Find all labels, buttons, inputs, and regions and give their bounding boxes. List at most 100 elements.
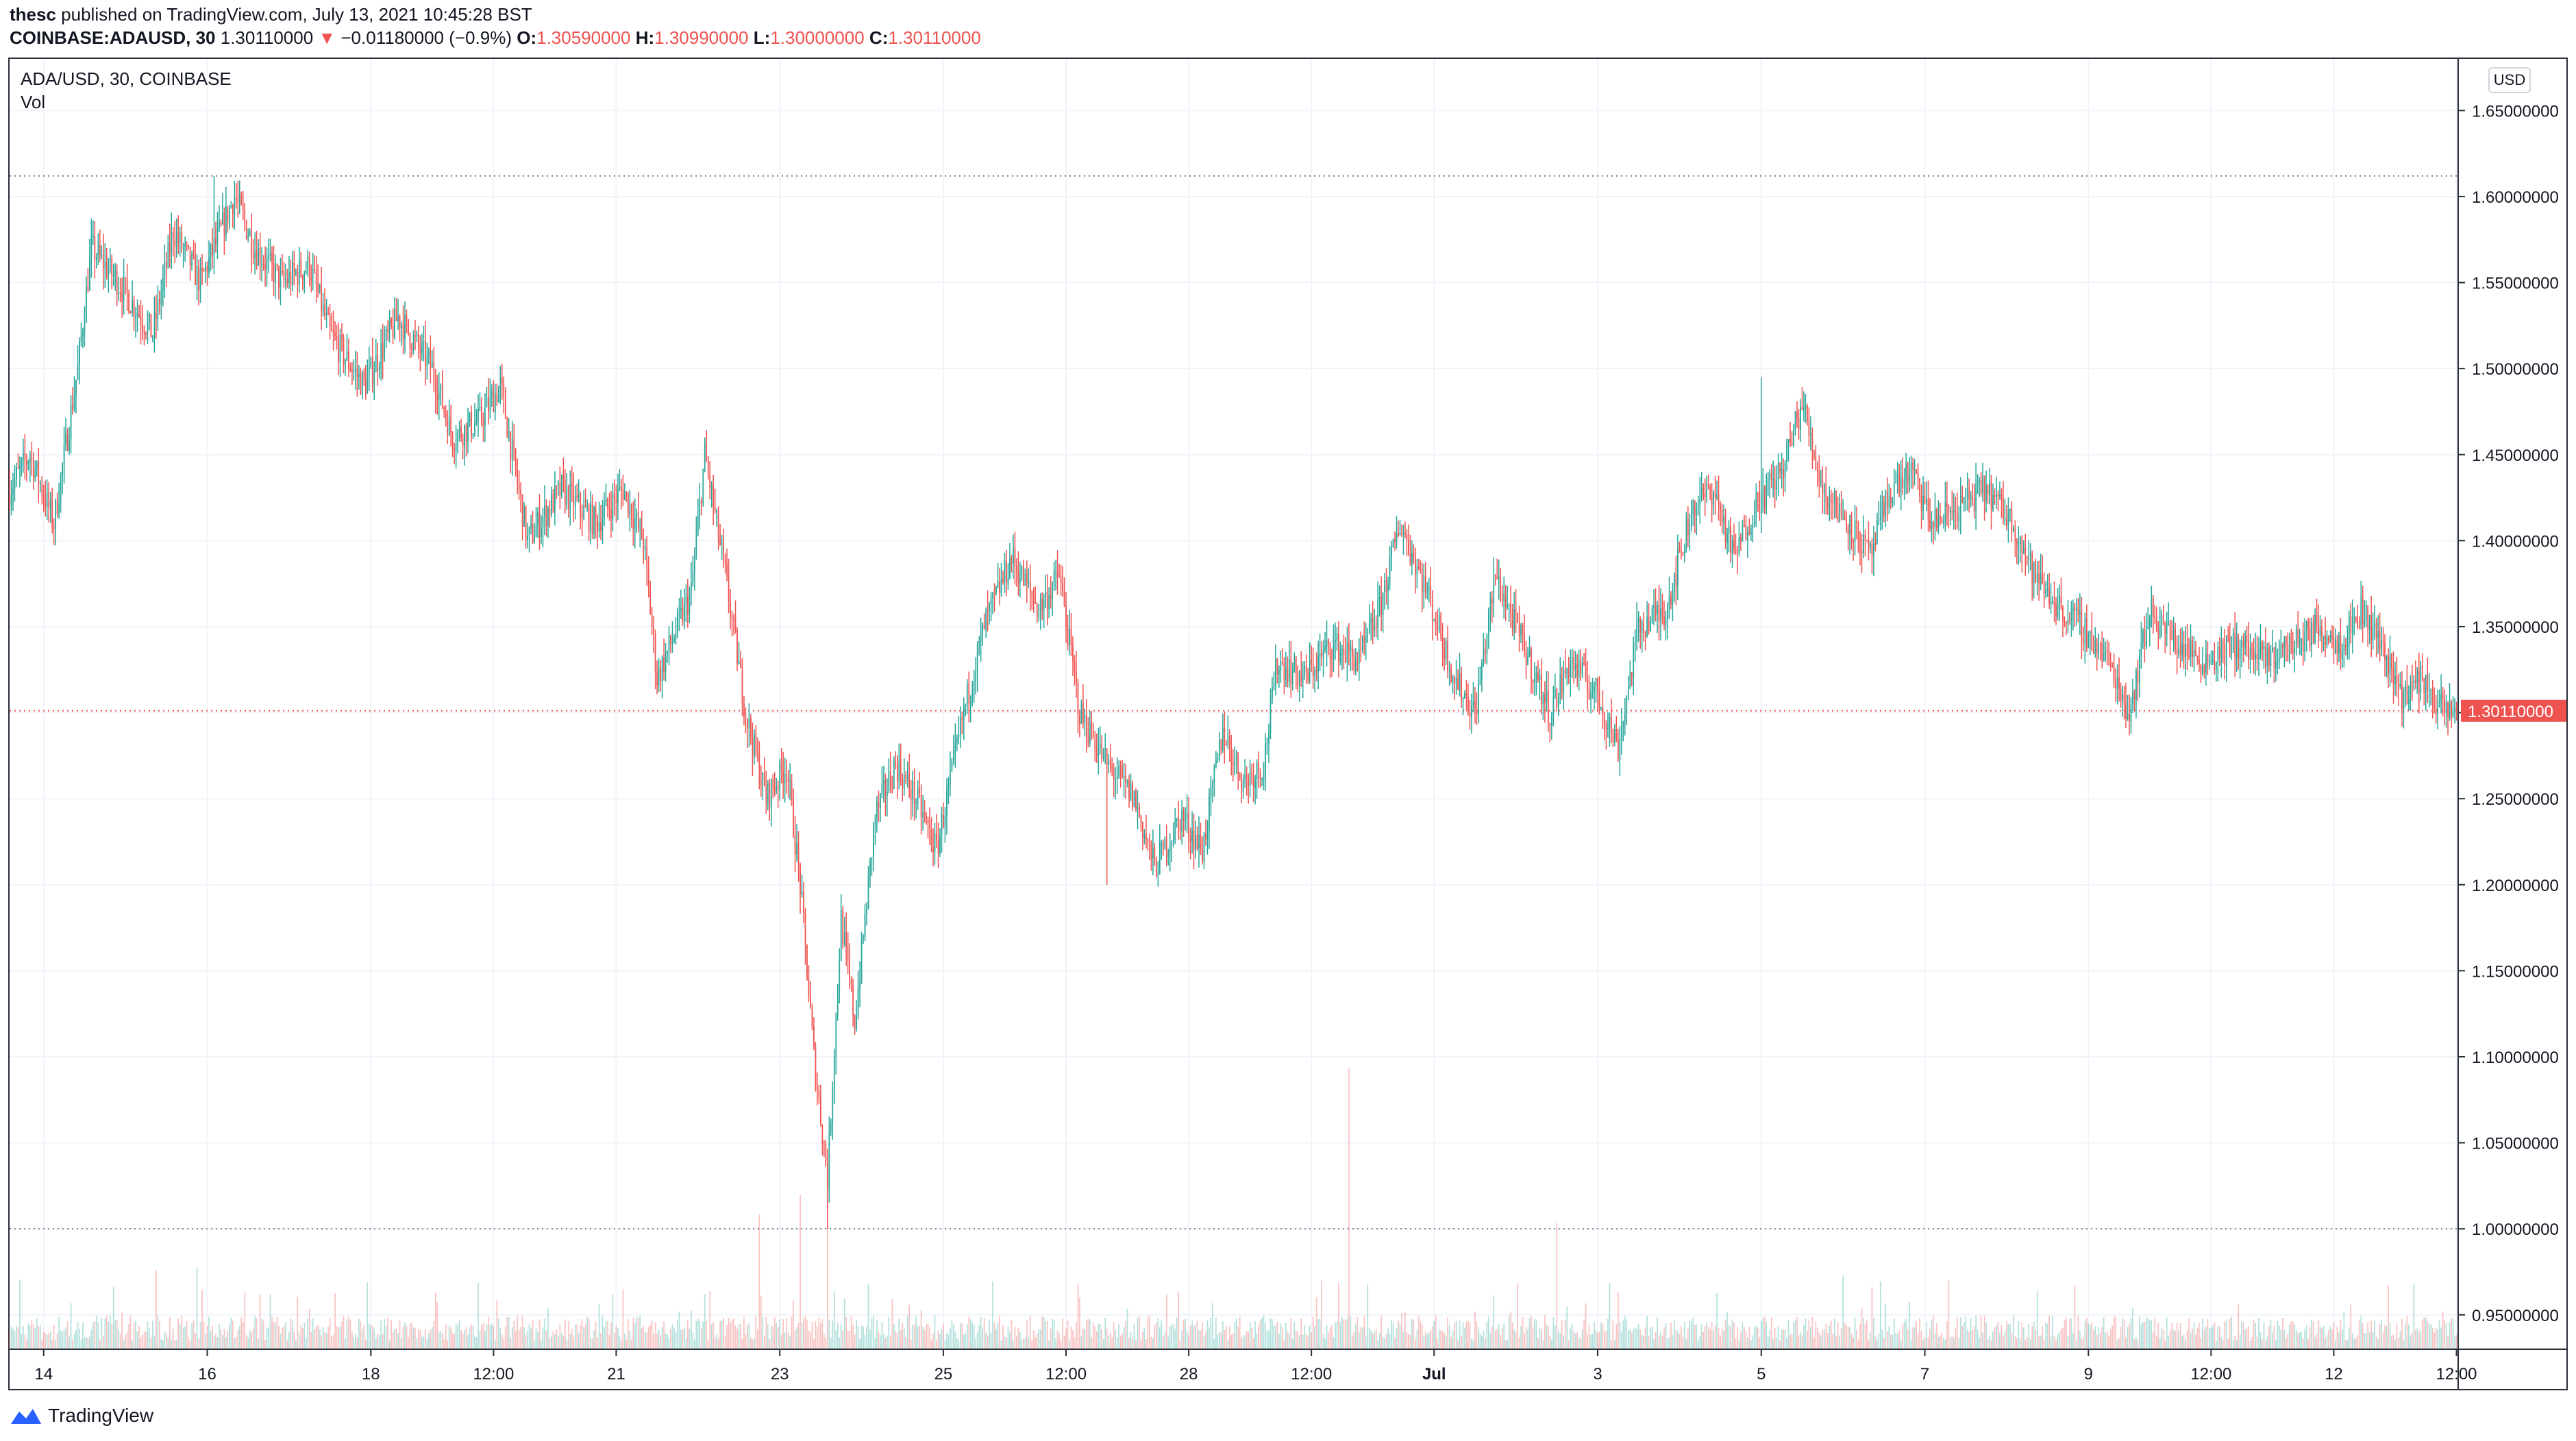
volume-bar xyxy=(1365,1336,1367,1349)
volume-bar xyxy=(811,1321,813,1349)
candle-body xyxy=(1508,603,1510,605)
volume-bar xyxy=(349,1319,351,1349)
candle-body xyxy=(2377,631,2379,638)
legend-title[interactable]: ADA/USD, 30, COINBASE xyxy=(21,68,232,89)
candle-body xyxy=(1181,810,1183,832)
volume-bar xyxy=(1162,1336,1164,1349)
candle-body xyxy=(380,342,382,368)
candle-body xyxy=(1273,686,1275,689)
volume-bar xyxy=(656,1333,658,1349)
volume-bar xyxy=(1348,1068,1350,1349)
volume-bar xyxy=(2028,1324,2030,1349)
volume-bar xyxy=(752,1339,754,1349)
candles[interactable] xyxy=(9,175,2459,1229)
volume-bar xyxy=(319,1329,321,1349)
volume-bar xyxy=(156,1270,157,1349)
volume-bar xyxy=(286,1340,288,1349)
candle-body xyxy=(99,245,101,255)
candle-body xyxy=(2312,621,2314,643)
volume-bar xyxy=(2123,1319,2125,1349)
tradingview-logo[interactable]: TradingView xyxy=(10,1403,153,1428)
volume-bar xyxy=(69,1336,70,1349)
candle-body xyxy=(2205,653,2207,673)
candle-body xyxy=(782,770,784,784)
volume-bar xyxy=(2311,1319,2312,1349)
volume-bar xyxy=(2427,1321,2429,1349)
volume-bar xyxy=(27,1323,29,1349)
volume-bar xyxy=(2088,1323,2090,1349)
candle-body xyxy=(355,368,356,371)
volume-bar xyxy=(1973,1326,1975,1349)
volume-bar xyxy=(104,1318,106,1349)
candle-body xyxy=(1672,589,1674,605)
volume-bar xyxy=(690,1310,692,1349)
candle-body xyxy=(2066,623,2067,624)
volume-bar xyxy=(860,1325,863,1349)
candle-body xyxy=(723,542,724,556)
candle-body xyxy=(1859,549,1861,551)
volume-bar xyxy=(2318,1320,2319,1349)
candle-body xyxy=(806,944,808,979)
volume-bar xyxy=(1239,1317,1241,1349)
candle-body xyxy=(1789,439,1791,442)
candle-body xyxy=(2084,618,2086,644)
volume-bar xyxy=(2135,1337,2137,1349)
volume-bar xyxy=(1368,1327,1370,1349)
time-axis[interactable]: 14 16 18 12:00 21 23 25 12:00 28 12:00 Jul 3 5 7 9 12:0… xyxy=(10,1349,2568,1383)
volume-bar xyxy=(1561,1320,1563,1349)
candle-body xyxy=(268,255,269,258)
candle-body xyxy=(710,485,713,489)
volume-bar xyxy=(2099,1332,2101,1349)
volume-bar xyxy=(1525,1327,1527,1349)
candle-body xyxy=(1992,494,1994,510)
candle-body xyxy=(1145,834,1147,840)
candle-body xyxy=(1259,772,1261,779)
volume-bar xyxy=(314,1328,316,1349)
price-axis[interactable]: 1.650000001.600000001.550000001.50000000… xyxy=(2457,59,2566,1389)
candle-body xyxy=(2181,644,2183,656)
volume-bar xyxy=(576,1325,578,1349)
currency-badge[interactable]: USD xyxy=(2488,67,2531,93)
volume-bar xyxy=(128,1324,129,1349)
legend-volume[interactable]: Vol xyxy=(21,92,46,112)
candle-body xyxy=(172,231,174,240)
candle-body xyxy=(457,432,458,445)
volume-bar xyxy=(1550,1339,1552,1349)
candle-body xyxy=(1556,688,1558,708)
candle-body xyxy=(1503,593,1505,601)
volume-bar xyxy=(414,1328,416,1349)
volume-bar xyxy=(1272,1319,1273,1349)
volume-bar xyxy=(1755,1325,1757,1349)
candle-body xyxy=(559,482,561,496)
candle-body xyxy=(201,268,203,270)
candle-body xyxy=(1354,662,1357,671)
candle-body xyxy=(2048,589,2050,604)
candle-body xyxy=(1956,512,1958,522)
candle-body xyxy=(1959,495,1961,515)
volume-bar xyxy=(2214,1322,2216,1349)
volume-bar xyxy=(1532,1327,1534,1349)
candle-body xyxy=(602,518,604,531)
volume-bar xyxy=(1922,1340,1924,1349)
volume-bar xyxy=(1367,1284,1369,1349)
volume-bar xyxy=(808,1330,810,1349)
volume-bar xyxy=(748,1323,750,1349)
volume-bar xyxy=(1174,1329,1176,1349)
candle-body xyxy=(1244,775,1246,781)
candle-body xyxy=(1552,697,1555,716)
volume-bar xyxy=(2433,1332,2436,1349)
volume-bar xyxy=(471,1324,472,1349)
candle-body xyxy=(305,270,307,273)
candle-body xyxy=(544,505,545,517)
candle-body xyxy=(927,819,929,824)
candle-body xyxy=(2164,625,2166,634)
candle-body xyxy=(1934,509,1936,527)
candle-body xyxy=(431,362,433,368)
volume-bar xyxy=(1147,1316,1149,1349)
volume-bar xyxy=(1842,1275,1844,1349)
candle-body xyxy=(82,331,84,337)
volume-bar xyxy=(45,1333,47,1349)
candle-body xyxy=(1293,656,1296,671)
candle-body xyxy=(2256,653,2258,660)
